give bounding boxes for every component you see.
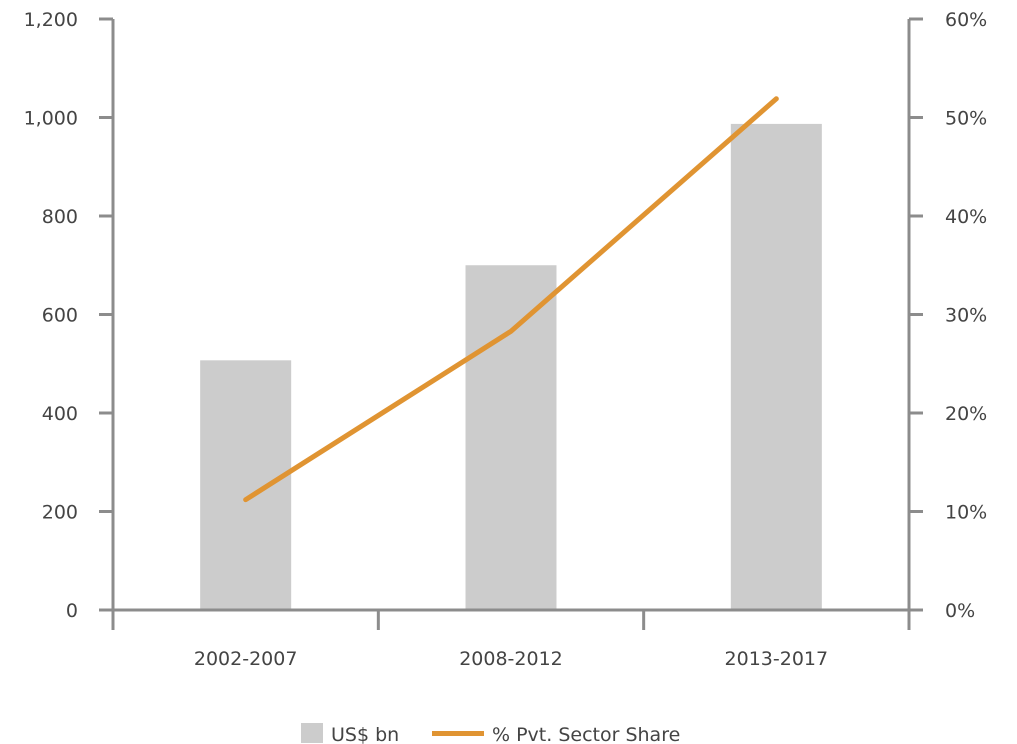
- bars-layer: [200, 123, 822, 610]
- category-label: 2013-2017: [725, 648, 829, 670]
- legend-swatch-line: [432, 731, 484, 736]
- left-tick-label: 0: [66, 600, 78, 622]
- labels-layer: 0 200 400 600 800 1,000 1,200 0% 10% 20% 30% 40% 50%…: [24, 9, 988, 670]
- right-tick-label: 40%: [945, 206, 987, 228]
- legend: US$ bn % Pvt. Sector Share: [301, 723, 680, 744]
- left-tick-label: 1,200: [24, 9, 78, 31]
- legend-swatch-bar: [301, 723, 323, 743]
- right-tick-label: 10%: [945, 502, 987, 524]
- left-tick-label: 1,000: [24, 108, 78, 130]
- left-tick-label: 200: [42, 502, 78, 524]
- left-tick-label: 400: [42, 403, 78, 425]
- left-tick-label: 600: [42, 305, 78, 327]
- right-tick-label: 20%: [945, 403, 987, 425]
- right-tick-label: 0%: [945, 600, 975, 622]
- legend-label-bar: US$ bn: [331, 724, 399, 744]
- bar-2008-2012: [465, 265, 557, 610]
- line-layer: [243, 96, 779, 503]
- right-tick-label: 30%: [945, 305, 987, 327]
- category-label: 2002-2007: [194, 648, 298, 670]
- bar-2002-2007: [200, 360, 292, 610]
- right-tick-label: 60%: [945, 9, 987, 31]
- category-label: 2008-2012: [459, 648, 563, 670]
- bar-2013-2017: [730, 123, 822, 610]
- right-tick-label: 50%: [945, 108, 987, 130]
- axes-layer: [99, 17, 923, 630]
- left-tick-label: 800: [42, 206, 78, 228]
- legend-label-line: % Pvt. Sector Share: [492, 724, 680, 744]
